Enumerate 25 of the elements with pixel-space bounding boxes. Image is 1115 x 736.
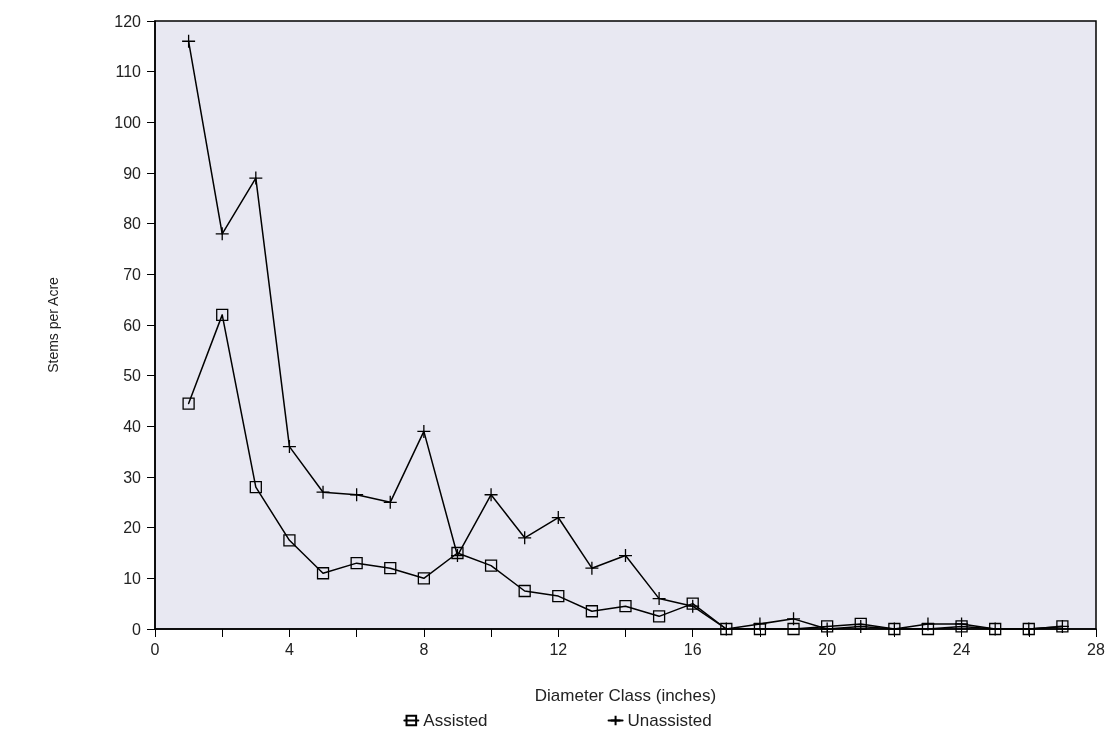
legend-label: Unassisted — [627, 711, 712, 730]
y-axis-title: Stems per Acre — [45, 276, 61, 373]
x-tick-label: 24 — [952, 640, 971, 658]
x-tick-label: 0 — [150, 640, 160, 658]
y-tick-label: 20 — [123, 519, 142, 537]
y-tick-label: 10 — [123, 569, 142, 587]
x-tick-label: 12 — [549, 640, 568, 658]
y-tick-label: 70 — [123, 265, 142, 283]
x-tick-label: 16 — [683, 640, 702, 658]
y-tick-label: 110 — [115, 63, 142, 81]
y-tick-label: 100 — [114, 113, 142, 131]
x-axis-title: Diameter Class (inches) — [534, 686, 717, 705]
x-tick-label: 28 — [1087, 640, 1105, 658]
y-tick-label: 0 — [132, 620, 142, 638]
y-tick-label: 40 — [123, 417, 142, 435]
y-tick-label: 50 — [123, 367, 142, 385]
y-tick-label: 60 — [123, 316, 142, 334]
x-tick-label: 4 — [284, 640, 294, 658]
x-tick-label: 8 — [419, 640, 429, 658]
legend-label: Assisted — [423, 711, 488, 730]
y-tick-label: 30 — [123, 468, 142, 486]
x-tick-label: 20 — [818, 640, 837, 658]
y-tick-label: 90 — [123, 164, 142, 182]
y-tick-label: 120 — [114, 12, 142, 30]
y-tick-label: 80 — [123, 215, 142, 233]
